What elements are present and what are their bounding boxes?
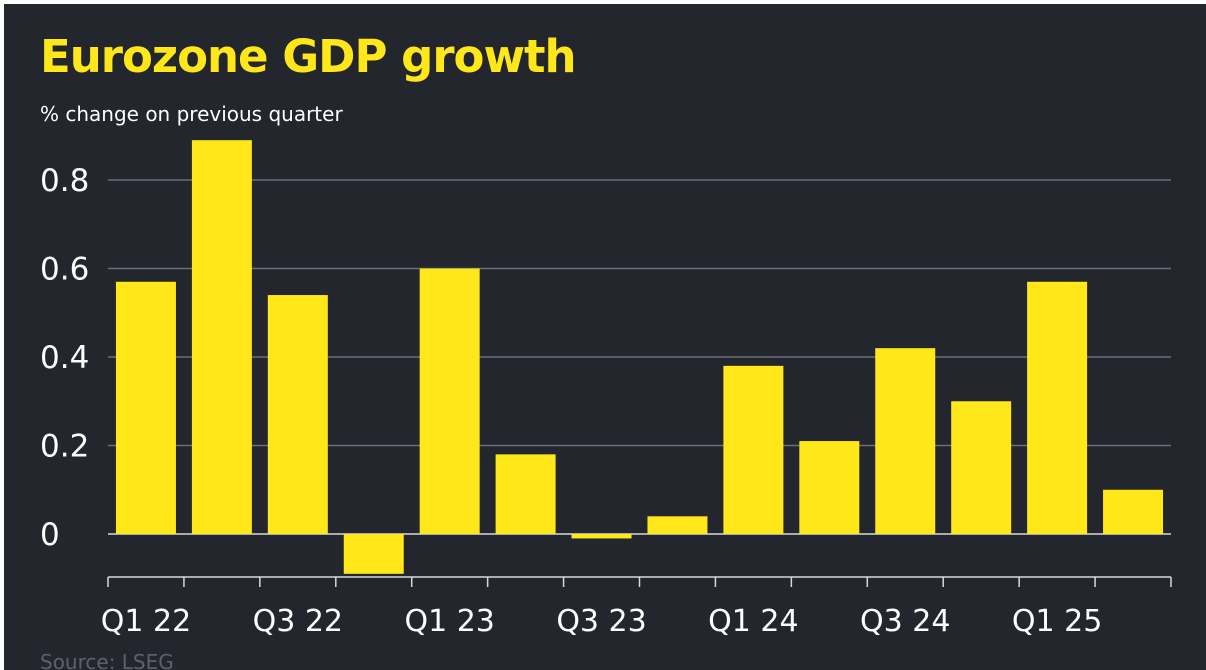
bar	[419, 268, 480, 534]
bar	[571, 534, 632, 539]
bar	[495, 454, 556, 534]
bar	[723, 365, 784, 534]
bar	[1103, 489, 1164, 534]
y-tick-label: 0	[40, 517, 60, 553]
source-note: Source: LSEG	[40, 650, 174, 670]
x-tick-label: Q3 23	[556, 604, 646, 639]
x-tick-label: Q1 23	[404, 604, 494, 639]
x-tick-label: Q1 24	[708, 604, 798, 639]
bar	[343, 534, 404, 574]
bar	[191, 140, 252, 535]
x-tick-label: Q1 22	[101, 604, 191, 639]
y-tick-label: 0.2	[40, 429, 89, 465]
bar	[1027, 281, 1088, 534]
bar	[951, 401, 1012, 534]
bar	[647, 516, 708, 534]
chart-panel: Eurozone GDP growth % change on previous…	[4, 4, 1206, 670]
x-tick-label: Q3 24	[860, 604, 950, 639]
bar	[875, 348, 936, 534]
chart-subtitle: % change on previous quarter	[40, 102, 343, 126]
bar	[799, 441, 860, 534]
bar	[267, 295, 328, 534]
y-tick-label: 0.4	[40, 340, 89, 376]
x-tick-label: Q1 25	[1012, 604, 1102, 639]
bar	[115, 281, 176, 534]
y-tick-label: 0.8	[40, 163, 89, 199]
y-tick-label: 0.6	[40, 252, 89, 288]
x-tick-label: Q3 22	[253, 604, 343, 639]
chart-title: Eurozone GDP growth	[40, 30, 577, 83]
bar-chart: 0 0.2 0.4 0.6 0.8 Q1 22 Q3 22 Q1 23 Q3 23 Q1 24 Q3…	[40, 140, 1172, 639]
